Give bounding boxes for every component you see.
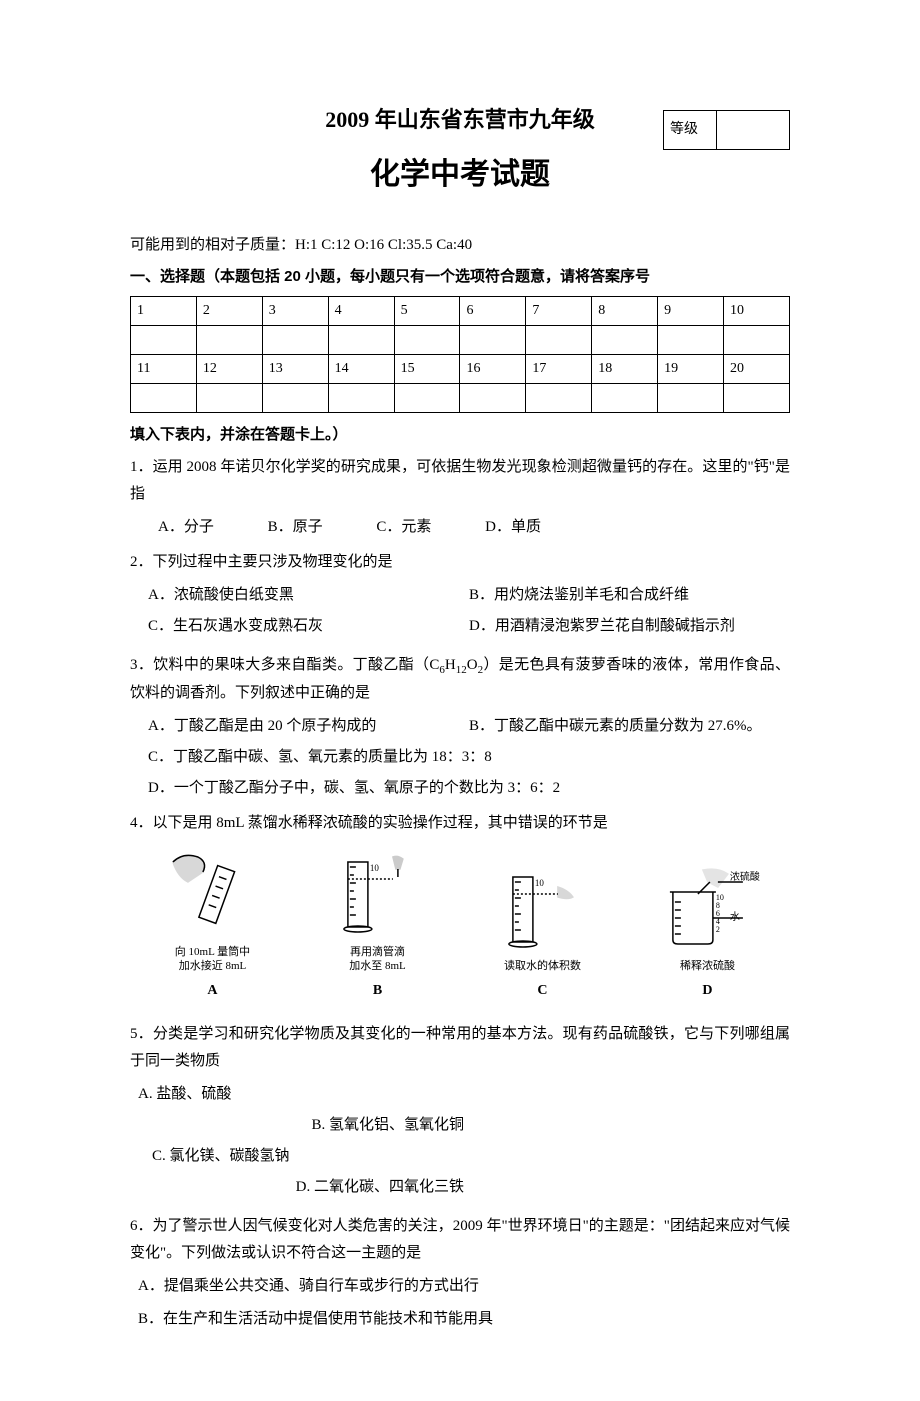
cell: 14 [328,354,394,383]
q5-opt-d: D. 二氧化碳、四氧化三铁 [138,1174,474,1201]
cell: 12 [196,354,262,383]
txt: H [445,657,456,673]
q4-fig-c: 10 读取水的体积数 C [467,862,619,1003]
q2-opt-a: A．浓硫酸使白纸变黑 [148,582,469,609]
cell: 20 [724,354,790,383]
q6-opt-a: A．提倡乘坐公共交通、骑自行车或步行的方式出行 [138,1273,790,1300]
svg-text:2: 2 [715,925,719,934]
q4-fig-c-label: C [467,978,619,1003]
q3-stem-pre: 3．饮料中的果味大多来自酯类。丁酸乙酯（C [130,657,439,673]
q5-opt-b: B. 氢氧化铝、氢氧化铜 [138,1112,474,1139]
q4-fig-b: 10 再用滴管滴 加水至 8mL B [302,847,454,1002]
q4-stem: 4．以下是用 8mL 蒸馏水稀释浓硫酸的实验操作过程，其中错误的环节是 [130,810,790,837]
txt: O [467,657,478,673]
q2-opt-c: C．生石灰遇水变成熟石灰 [148,613,469,640]
q5-opt-a: A. 盐酸、硫酸 [138,1081,464,1108]
cell: 17 [526,354,592,383]
q3-stem: 3．饮料中的果味大多来自酯类。丁酸乙酯（C6H12O2）是无色具有菠萝香味的液体… [130,652,790,708]
cell: 18 [592,354,658,383]
q1-opt-b: B．原子 [268,514,323,541]
title-block: 2009 年山东省东营市九年级 化学中考试题 [325,100,595,202]
cylinder-read-icon: 10 [467,862,619,952]
q2-options: A．浓硫酸使白纸变黑 B．用灼烧法鉴别羊毛和合成纤维 C．生石灰遇水变成熟石灰 … [148,582,790,644]
section1-heading-part2: 填入下表内，并涂在答题卡上。） [130,421,790,448]
q4-fig-d-label: D [632,978,784,1003]
sub: 12 [456,664,467,676]
atomic-masses: 可能用到的相对子质量：H:1 C:12 O:16 Cl:35.5 Ca:40 [130,232,790,259]
q3-opt-c: C．丁酸乙酯中碳、氢、氧元素的质量比为 18：3：8 [148,744,790,771]
q1-opt-c: C．元素 [376,514,431,541]
cell: 9 [658,296,724,325]
q3-options: A．丁酸乙酯是由 20 个原子构成的 B．丁酸乙酯中碳元素的质量分数为 27.6… [148,713,790,802]
q2-opt-d: D．用酒精浸泡紫罗兰花自制酸碱指示剂 [469,613,790,640]
q4-fig-d-caption: 稀释浓硫酸 [632,959,784,973]
grade-box: 等级 [663,110,790,150]
q6-opt-b: B．在生产和生活活动中提倡使用节能技术和节能用具 [138,1306,790,1333]
q4-fig-a: 向 10mL 量筒中 加水接近 8mL A [137,847,289,1002]
q1-stem: 1．运用 2008 年诺贝尔化学奖的研究成果，可依据生物发光现象检测超微量钙的存… [130,454,790,508]
grade-label: 等级 [664,111,717,150]
q4-fig-a-caption: 向 10mL 量筒中 加水接近 8mL [137,945,289,974]
q6-stem: 6．为了警示世人因气候变化对人类危害的关注，2009 年"世界环境日"的主题是：… [130,1213,790,1267]
answer-grid: 1 2 3 4 5 6 7 8 9 10 11 12 13 14 15 16 1… [130,296,790,413]
beaker-dilute-icon: 10 8 6 4 2 浓硫酸 水 [632,862,784,952]
answer-grid-row-blank-2 [131,383,790,412]
cell: 1 [131,296,197,325]
cell: 3 [262,296,328,325]
cell: 16 [460,354,526,383]
q4-fig-c-caption: 读取水的体积数 [467,959,619,973]
answer-grid-row-nums-1: 1 2 3 4 5 6 7 8 9 10 [131,296,790,325]
cell: 5 [394,296,460,325]
q3-opt-b: B．丁酸乙酯中碳元素的质量分数为 27.6%。 [469,713,790,740]
svg-text:10: 10 [534,878,544,888]
q4-fig-b-label: B [302,978,454,1003]
cell: 2 [196,296,262,325]
cell: 8 [592,296,658,325]
cell: 7 [526,296,592,325]
q4-fig-a-label: A [137,978,289,1003]
answer-grid-row-blank-1 [131,325,790,354]
q4-fig-d: 10 8 6 4 2 浓硫酸 水 稀释浓硫酸 D [632,862,784,1003]
cylinder-dropper-icon: 10 [302,847,454,937]
header: 2009 年山东省东营市九年级 化学中考试题 等级 [130,100,790,202]
title-line2: 化学中考试题 [325,148,595,202]
label: 水 [729,911,739,923]
svg-text:10: 10 [369,863,379,873]
q2-stem: 2．下列过程中主要只涉及物理变化的是 [130,549,790,576]
q3-opt-a: A．丁酸乙酯是由 20 个原子构成的 [148,713,469,740]
cell: 10 [724,296,790,325]
q1-opt-a: A．分子 [158,514,214,541]
q5-stem: 5．分类是学习和研究化学物质及其变化的一种常用的基本方法。现有药品硫酸铁，它与下… [130,1021,790,1075]
cell: 6 [460,296,526,325]
grade-value [717,111,790,150]
cell: 11 [131,354,197,383]
q1-options: A．分子 B．原子 C．元素 D．单质 [158,514,790,541]
q5-options: A. 盐酸、硫酸 B. 氢氧化铝、氢氧化铜 C. 氯化镁、碳酸氢钠 D. 二氧化… [138,1081,790,1205]
cell: 13 [262,354,328,383]
answer-grid-row-nums-2: 11 12 13 14 15 16 17 18 19 20 [131,354,790,383]
cell: 15 [394,354,460,383]
q3-opt-d: D．一个丁酸乙酯分子中，碳、氢、氧原子的个数比为 3：6：2 [148,775,790,802]
cell: 4 [328,296,394,325]
q4-fig-b-caption: 再用滴管滴 加水至 8mL [302,945,454,974]
title-line1: 2009 年山东省东营市九年级 [325,100,595,140]
cylinder-pour-icon [137,847,289,937]
section1-heading-part1: 一、选择题（本题包括 20 小题，每小题只有一个选项符合题意，请将答案序号 [130,263,790,290]
label: 浓硫酸 [729,870,759,883]
cell: 19 [658,354,724,383]
q5-opt-c: C. 氯化镁、碳酸氢钠 [138,1143,478,1170]
q6-options: A．提倡乘坐公共交通、骑自行车或步行的方式出行 B．在生产和生活活动中提倡使用节… [138,1273,790,1333]
q1-opt-d: D．单质 [485,514,541,541]
q2-opt-b: B．用灼烧法鉴别羊毛和合成纤维 [469,582,790,609]
q4-figures: 向 10mL 量筒中 加水接近 8mL A 10 再用滴管滴 加水至 8mL B [130,847,790,1002]
